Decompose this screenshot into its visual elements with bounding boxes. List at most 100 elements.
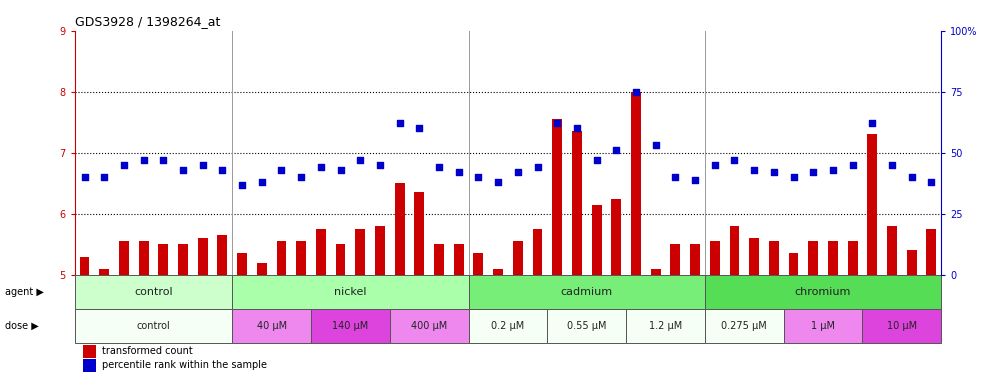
Point [805, 169, 821, 175]
Text: transformed count: transformed count [103, 346, 193, 356]
Point [510, 169, 526, 175]
Bar [670, 244, 680, 275]
Bar [468, 275, 705, 309]
Point [726, 157, 742, 163]
Point [628, 89, 644, 95]
Point [333, 167, 349, 173]
Text: chromium: chromium [795, 287, 852, 297]
Text: GDS3928 / 1398264_at: GDS3928 / 1398264_at [75, 15, 220, 28]
Point [451, 169, 467, 175]
Bar [650, 269, 660, 275]
Bar [394, 183, 404, 275]
Bar [257, 263, 267, 275]
Point [549, 121, 565, 127]
Bar [138, 241, 148, 275]
Bar [784, 309, 863, 343]
Bar [749, 238, 759, 275]
Bar [454, 244, 464, 275]
Bar [789, 253, 799, 275]
Bar [863, 309, 941, 343]
Bar [710, 241, 720, 275]
Point [530, 164, 546, 170]
Text: dose ▶: dose ▶ [5, 321, 39, 331]
Point [411, 125, 427, 131]
Bar [848, 241, 858, 275]
Point [195, 162, 211, 168]
Bar [84, 345, 97, 358]
Bar [316, 229, 326, 275]
Point [155, 157, 171, 163]
Point [609, 147, 624, 153]
Point [647, 142, 663, 149]
Bar [705, 309, 784, 343]
Bar [232, 275, 468, 309]
Bar [533, 229, 543, 275]
Bar [84, 359, 97, 372]
Point [845, 162, 861, 168]
Point [884, 162, 900, 168]
Bar [868, 134, 877, 275]
Point [766, 169, 782, 175]
Bar [375, 226, 384, 275]
Bar [232, 309, 311, 343]
Point [470, 174, 486, 180]
Text: 1 μM: 1 μM [811, 321, 835, 331]
Text: agent ▶: agent ▶ [5, 287, 44, 297]
Bar [552, 119, 562, 275]
Bar [100, 269, 110, 275]
Bar [926, 229, 936, 275]
Bar [828, 241, 838, 275]
Text: 400 μM: 400 μM [411, 321, 447, 331]
Bar [493, 269, 503, 275]
Text: 0.275 μM: 0.275 μM [721, 321, 767, 331]
Bar [513, 241, 523, 275]
Point [687, 177, 703, 183]
Bar [119, 241, 128, 275]
Text: 10 μM: 10 μM [886, 321, 917, 331]
Bar [434, 244, 444, 275]
Point [923, 179, 939, 185]
Bar [809, 241, 818, 275]
Text: control: control [136, 321, 170, 331]
Point [490, 179, 506, 185]
Bar [887, 226, 897, 275]
Point [313, 164, 329, 170]
Bar [356, 229, 366, 275]
Bar [414, 192, 424, 275]
Bar [237, 253, 247, 275]
Bar [311, 309, 389, 343]
Bar [906, 250, 916, 275]
Point [135, 157, 151, 163]
Bar [178, 244, 188, 275]
Point [372, 162, 387, 168]
Text: 140 μM: 140 μM [333, 321, 369, 331]
Point [589, 157, 605, 163]
Text: nickel: nickel [335, 287, 367, 297]
Text: 0.2 μM: 0.2 μM [491, 321, 525, 331]
Bar [296, 241, 306, 275]
Point [214, 167, 230, 173]
Text: 40 μM: 40 μM [257, 321, 287, 331]
Point [865, 121, 880, 127]
Bar [468, 309, 548, 343]
Point [234, 182, 250, 188]
Bar [631, 92, 640, 275]
Point [667, 174, 683, 180]
Point [903, 174, 919, 180]
Bar [158, 244, 168, 275]
Bar [690, 244, 700, 275]
Point [786, 174, 802, 180]
Point [746, 167, 762, 173]
Point [293, 174, 309, 180]
Bar [572, 131, 582, 275]
Bar [705, 275, 941, 309]
Bar [389, 309, 468, 343]
Bar [217, 235, 227, 275]
Bar [277, 241, 287, 275]
Bar [473, 253, 483, 275]
Point [254, 179, 270, 185]
Bar [198, 238, 207, 275]
Point [97, 174, 113, 180]
Bar [75, 275, 232, 309]
Point [274, 167, 290, 173]
